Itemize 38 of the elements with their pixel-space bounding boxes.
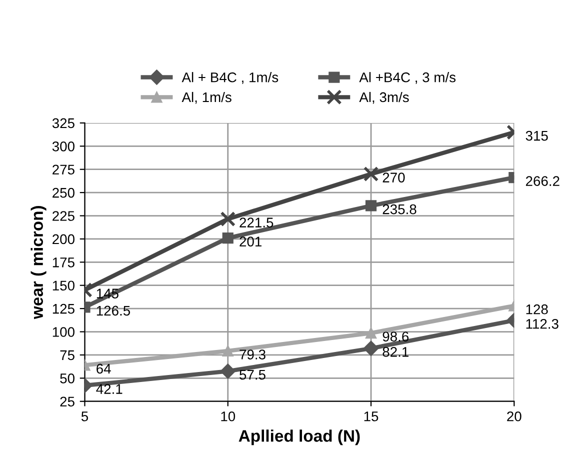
data-label: 82.1 xyxy=(382,347,408,357)
data-label: 98.6 xyxy=(382,332,409,342)
data-label: 221.5 xyxy=(240,218,274,228)
y-tick-label: 175 xyxy=(52,258,74,268)
x-tick-label: 15 xyxy=(364,412,378,422)
y-tick-label: 150 xyxy=(52,280,74,291)
x-axis-title: Apllied load (N) xyxy=(238,430,360,446)
legend-label: Al +B4C , 3 m/s xyxy=(359,72,456,84)
data-label: 270 xyxy=(382,172,405,182)
data-label: 315 xyxy=(526,130,548,141)
legend-label: Al, 1m/s xyxy=(182,92,232,104)
x-tick-label: 10 xyxy=(221,411,236,422)
data-label: 79.3 xyxy=(240,350,266,360)
y-tick-label: 250 xyxy=(52,188,74,198)
data-label: 64 xyxy=(96,364,111,374)
y-tick-label: 75 xyxy=(60,350,74,360)
data-label: 235.8 xyxy=(382,204,416,214)
y-tick-label: 200 xyxy=(52,234,74,244)
x-tick-label: 20 xyxy=(507,411,522,422)
data-label: 201 xyxy=(240,236,262,246)
legend-label: Al + B4C , 1m/s xyxy=(182,72,278,84)
data-label: 128 xyxy=(526,304,548,314)
data-label: 57.5 xyxy=(240,370,266,380)
data-label: 266.2 xyxy=(526,176,560,186)
y-tick-label: 100 xyxy=(52,327,74,337)
y-tick-label: 125 xyxy=(52,304,74,314)
legend-label: Al, 3m/s xyxy=(359,92,409,104)
y-tick-label: 275 xyxy=(52,164,74,175)
y-tick-label: 25 xyxy=(60,396,74,407)
x-tick-label: 5 xyxy=(81,412,88,422)
y-tick-label: 325 xyxy=(52,118,74,128)
y-axis-title: wear ( micron) xyxy=(30,206,46,320)
data-label: 126.5 xyxy=(96,306,130,316)
y-tick-label: 225 xyxy=(52,211,74,221)
data-label: 112.3 xyxy=(526,318,558,329)
data-label: 42.1 xyxy=(96,384,122,394)
y-tick-label: 50 xyxy=(60,373,74,384)
y-tick-label: 300 xyxy=(52,141,74,152)
